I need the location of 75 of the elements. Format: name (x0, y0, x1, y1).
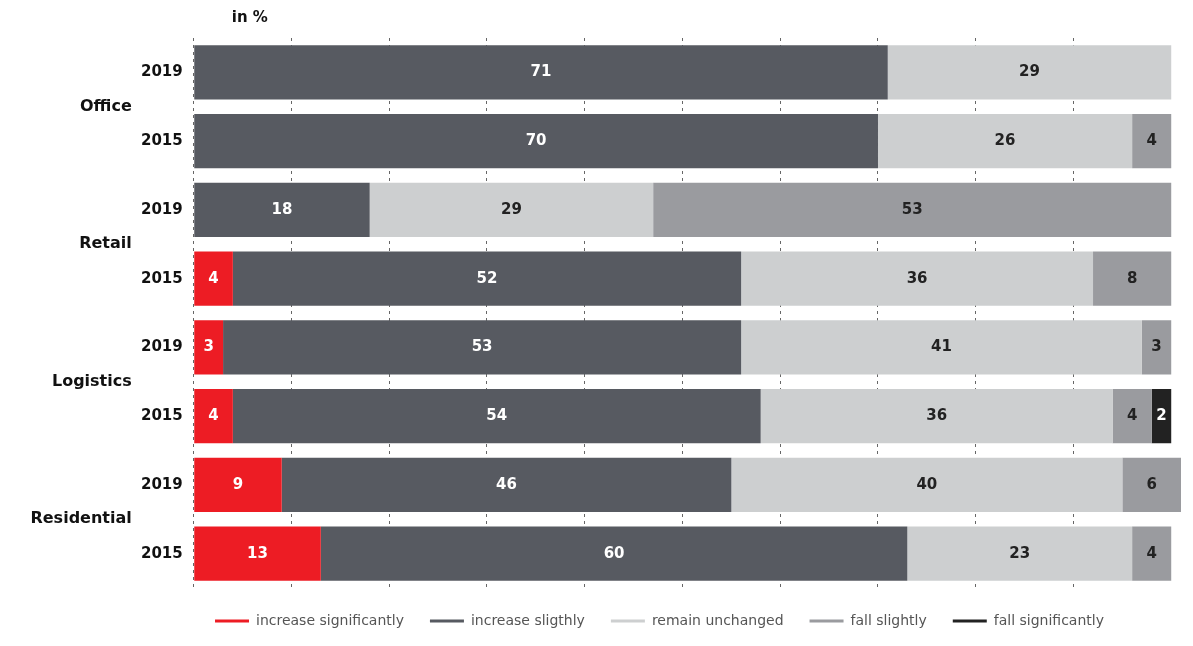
text: Retail (79, 233, 132, 253)
x-axis-title: in % (231, 7, 268, 26)
data-label: 18 (271, 199, 293, 218)
data-label: 4 (208, 406, 219, 425)
data-label: 60 (603, 543, 625, 562)
bar (653, 182, 1172, 238)
data-label: 36 (906, 268, 928, 287)
y-tick-label: 2019 (141, 62, 183, 81)
bar (907, 526, 1133, 581)
y-tick-label: 2015 (141, 406, 183, 425)
bar (760, 388, 1113, 444)
y-tick-label: 2019 (141, 199, 183, 218)
bar (1132, 526, 1172, 581)
data-label: 4 (1146, 543, 1157, 562)
data-label: 29 (1019, 62, 1040, 81)
data-label: 53 (901, 199, 923, 218)
bar (194, 388, 233, 444)
bar (194, 457, 282, 513)
data-label: 54 (486, 406, 508, 425)
data-label: 71 (530, 62, 552, 81)
y-tick-label: 2015 (141, 268, 183, 287)
data-label: 4 (208, 268, 219, 287)
y-tick-label: 2015 (141, 131, 183, 150)
bar (194, 320, 224, 375)
data-label: 13 (247, 543, 268, 562)
data-label: 46 (496, 474, 517, 493)
bar (741, 251, 1094, 306)
data-label: 3 (203, 337, 214, 356)
data-label: 6 (1146, 474, 1157, 493)
data-label: 36 (926, 406, 948, 425)
bar (232, 388, 761, 444)
data-label: 4 (1126, 406, 1138, 425)
legend-label: increase significantly (256, 611, 404, 628)
bar (1132, 113, 1172, 169)
bar (1093, 251, 1172, 306)
bar (877, 113, 1133, 169)
data-label: 40 (916, 474, 938, 493)
legend-label: fall slightly (850, 611, 927, 628)
bar (887, 45, 1172, 100)
data-label: 23 (1009, 543, 1031, 562)
data-label: 52 (476, 268, 498, 287)
text: Residential (30, 508, 132, 528)
data-label: 8 (1126, 268, 1138, 287)
bar (194, 526, 321, 581)
data-label: 3 (1151, 337, 1162, 356)
legend-label: remain unchanged (651, 611, 784, 628)
data-label: 2 (1156, 406, 1167, 425)
bar (1112, 388, 1152, 444)
bar (369, 182, 654, 238)
bar (194, 45, 888, 100)
bar (320, 526, 908, 581)
data-label: 41 (931, 337, 952, 356)
bar (1122, 457, 1181, 513)
bar (194, 251, 233, 306)
y-tick-label: 2019 (141, 474, 183, 493)
y-tick-label: 2019 (141, 337, 183, 356)
bar (194, 182, 370, 238)
text: Office (79, 95, 132, 115)
legend-label: increase sligthly (470, 611, 585, 628)
bar (731, 457, 1123, 513)
data-label: 4 (1146, 131, 1157, 150)
data-label: 9 (232, 474, 244, 493)
bar (194, 113, 878, 169)
data-label: 53 (471, 337, 493, 356)
text: Logistics (51, 370, 132, 390)
bar (1141, 320, 1172, 375)
bar (232, 251, 742, 306)
data-label: 29 (500, 199, 522, 218)
bar (223, 320, 742, 375)
y-tick-label: 2015 (141, 543, 183, 562)
bar (281, 457, 732, 513)
data-label: 26 (994, 131, 1016, 150)
legend-label: fall significantly (993, 611, 1104, 628)
data-label: 70 (525, 131, 547, 150)
bar (741, 320, 1142, 375)
